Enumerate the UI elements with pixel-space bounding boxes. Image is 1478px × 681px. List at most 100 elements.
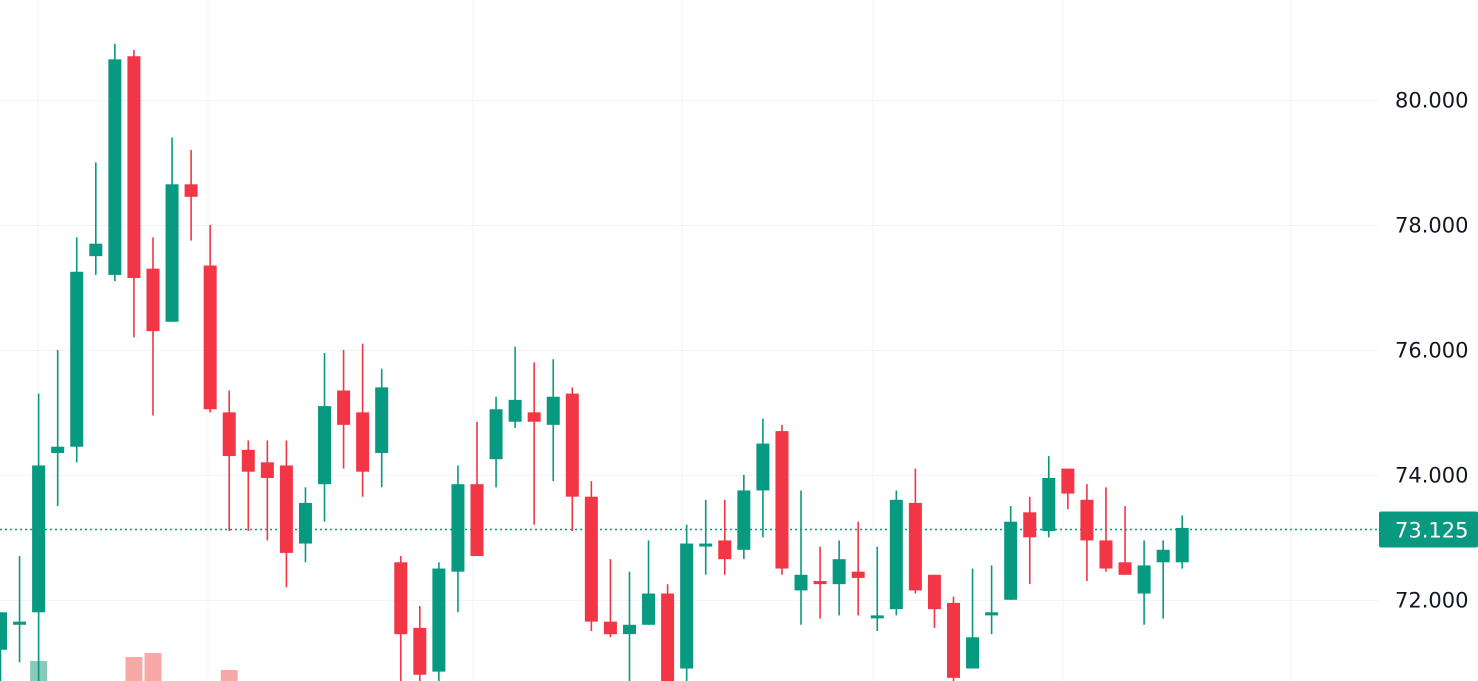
- candle-body: [70, 271, 84, 447]
- candle[interactable]: [813, 546, 827, 619]
- candle[interactable]: [985, 565, 999, 635]
- candle[interactable]: [0, 612, 7, 681]
- candle[interactable]: [108, 43, 122, 282]
- candle[interactable]: [1099, 487, 1113, 572]
- candle-body: [985, 612, 999, 616]
- candle[interactable]: [222, 390, 236, 532]
- candle[interactable]: [279, 440, 293, 588]
- candle[interactable]: [508, 346, 522, 428]
- candle-body: [927, 574, 941, 610]
- candle[interactable]: [165, 137, 179, 322]
- candle[interactable]: [737, 474, 751, 560]
- y-tick-label: 72.000: [1395, 589, 1468, 613]
- candle-body: [966, 637, 980, 669]
- candle[interactable]: [375, 368, 389, 488]
- candle-body: [1156, 549, 1170, 563]
- candle-body: [870, 615, 884, 619]
- candle-body: [260, 462, 274, 478]
- candle-body: [1099, 540, 1113, 569]
- candle-body: [279, 465, 293, 553]
- candle[interactable]: [51, 349, 65, 507]
- candle[interactable]: [527, 362, 541, 525]
- candle[interactable]: [260, 440, 274, 541]
- candle[interactable]: [489, 396, 503, 488]
- candle[interactable]: [241, 440, 255, 532]
- candle[interactable]: [680, 524, 694, 681]
- candle-body: [642, 593, 656, 625]
- candle[interactable]: [13, 556, 27, 663]
- candle[interactable]: [947, 596, 960, 681]
- candle-body: [1137, 565, 1151, 594]
- candle-body: [1175, 527, 1189, 563]
- candle-body: [13, 621, 27, 625]
- candle[interactable]: [203, 224, 217, 413]
- candle[interactable]: [584, 481, 598, 632]
- candle-body: [1042, 477, 1056, 532]
- candle[interactable]: [432, 562, 446, 681]
- candle[interactable]: [927, 574, 941, 628]
- candle[interactable]: [394, 556, 408, 681]
- candle-body: [32, 465, 46, 613]
- candle[interactable]: [1175, 515, 1189, 569]
- candle[interactable]: [565, 387, 579, 532]
- candle[interactable]: [1137, 540, 1151, 625]
- candle[interactable]: [451, 465, 465, 613]
- candle-body: [851, 571, 865, 578]
- candle[interactable]: [1080, 484, 1094, 582]
- volume-bar: [144, 653, 162, 681]
- candle[interactable]: [1118, 506, 1132, 575]
- candle[interactable]: [832, 540, 846, 616]
- candle[interactable]: [1156, 540, 1170, 619]
- candle[interactable]: [146, 237, 160, 416]
- candles[interactable]: [0, 43, 1189, 681]
- candle[interactable]: [127, 49, 141, 338]
- y-tick-label: 80.000: [1395, 89, 1468, 113]
- candle[interactable]: [699, 499, 713, 575]
- candle[interactable]: [413, 606, 427, 681]
- candle-body: [699, 543, 713, 547]
- candle[interactable]: [470, 421, 484, 557]
- candle[interactable]: [908, 468, 922, 594]
- candle[interactable]: [337, 349, 351, 469]
- candle[interactable]: [70, 237, 84, 463]
- candle-body: [889, 499, 903, 610]
- candle-body: [584, 496, 598, 622]
- candle[interactable]: [318, 352, 332, 522]
- candle[interactable]: [546, 359, 560, 482]
- candle-body: [356, 412, 370, 472]
- last-price-badge: [1379, 511, 1478, 548]
- candle[interactable]: [32, 393, 46, 681]
- candle[interactable]: [1061, 468, 1075, 510]
- candle[interactable]: [603, 559, 617, 638]
- candle-body: [947, 602, 960, 678]
- candle[interactable]: [184, 149, 198, 241]
- candle-body: [394, 562, 408, 635]
- candle[interactable]: [851, 521, 865, 616]
- candle[interactable]: [89, 162, 103, 275]
- candle-body: [756, 443, 770, 491]
- candle-body: [794, 574, 808, 591]
- candle-body: [51, 446, 65, 453]
- candle[interactable]: [870, 546, 884, 632]
- candle-body: [908, 502, 922, 591]
- candle[interactable]: [756, 418, 770, 538]
- candle[interactable]: [642, 540, 656, 625]
- candle[interactable]: [889, 490, 903, 616]
- price-axis[interactable]: 80.000 78.000 76.000 74.000 72.000 73.125: [1379, 89, 1478, 613]
- candle[interactable]: [966, 568, 980, 669]
- candle-body: [718, 540, 732, 560]
- candle[interactable]: [356, 343, 370, 497]
- candle[interactable]: [775, 424, 789, 575]
- candle[interactable]: [1042, 456, 1056, 538]
- candle-body: [375, 387, 389, 453]
- candle[interactable]: [718, 499, 732, 575]
- candle[interactable]: [622, 571, 636, 681]
- candle[interactable]: [1023, 496, 1037, 585]
- candle[interactable]: [1004, 506, 1018, 600]
- candle[interactable]: [298, 487, 312, 563]
- candle[interactable]: [794, 490, 808, 625]
- candle-body: [603, 621, 617, 635]
- candle[interactable]: [661, 584, 675, 681]
- candle-body: [108, 59, 122, 275]
